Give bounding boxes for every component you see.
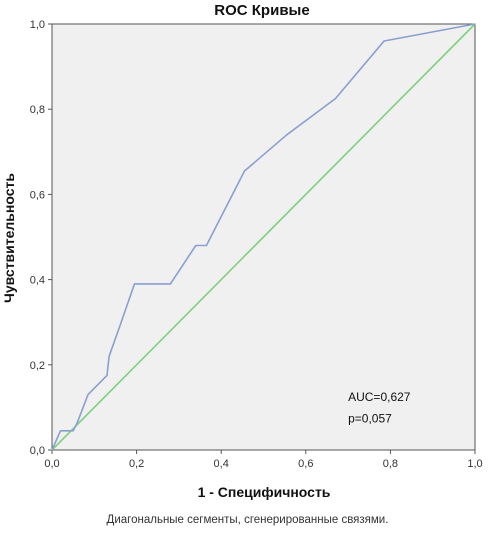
p-value-annotation: p=0,057 [348, 411, 392, 425]
y-tick-label: 0,2 [30, 360, 45, 372]
y-tick-label: 0,8 [30, 104, 45, 116]
x-tick-label: 0,4 [214, 458, 229, 470]
y-tick-label: 0,0 [30, 445, 45, 457]
x-tick-label: 0,0 [44, 458, 59, 470]
roc-curve [51, 23, 476, 451]
roc-chart: ROC Кривые 0,0 0,2 0,4 0,6 0,8 1,0 0,00,20,40… [1, 2, 483, 500]
series-layer [51, 23, 476, 451]
x-tick-label: 0,6 [298, 458, 313, 470]
y-tick-label: 0,6 [30, 189, 45, 201]
chart-title: ROC Кривые [214, 2, 309, 19]
x-tick-label: 1,0 [467, 458, 482, 470]
x-tick-label: 0,8 [383, 458, 398, 470]
y-axis-label: Чувствительность [1, 173, 17, 303]
y-axis: 0,0 0,2 0,4 0,6 0,8 1,0 [30, 19, 52, 457]
footnote: Диагональные сегменты, сгенерированные с… [106, 514, 389, 526]
auc-annotation: AUC=0,627 [348, 390, 411, 404]
x-axis-label: 1 - Специфичность [198, 484, 331, 500]
y-tick-label: 0,4 [30, 275, 45, 287]
x-tick-label: 0,2 [129, 458, 144, 470]
x-axis: 0,0 0,2 0,4 0,6 0,8 1,0 [44, 450, 483, 470]
reference-line [51, 23, 476, 451]
y-tick-label: 1,0 [30, 19, 45, 31]
